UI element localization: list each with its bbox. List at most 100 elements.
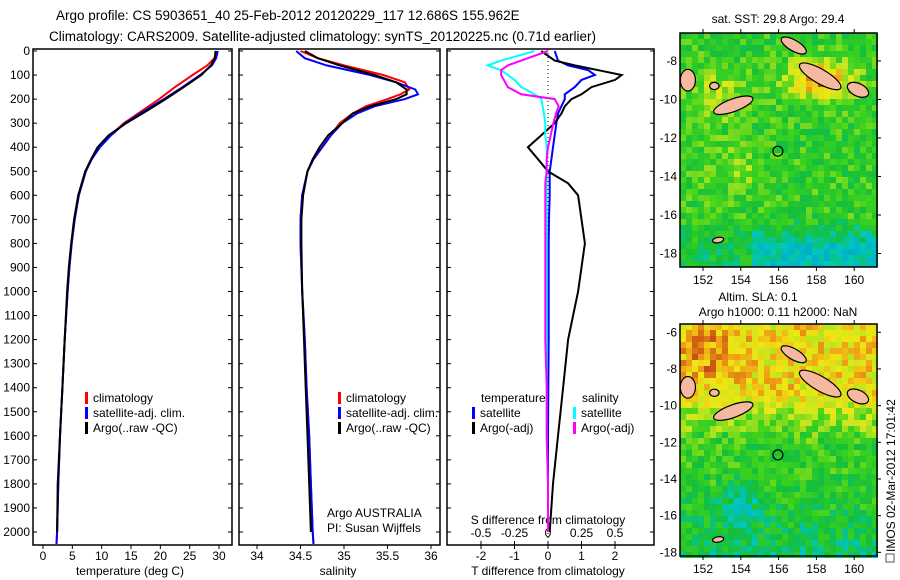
map-cell xyxy=(686,63,692,69)
map-cell xyxy=(722,213,728,219)
map-cell xyxy=(860,69,866,75)
map-cell xyxy=(848,552,854,558)
map-cell xyxy=(686,183,692,189)
map-cell xyxy=(686,444,692,450)
map-cell xyxy=(698,87,704,93)
map-cell xyxy=(698,426,704,432)
map-cell xyxy=(686,474,692,480)
map-cell xyxy=(686,129,692,135)
map-cell xyxy=(830,474,836,480)
map-cell xyxy=(722,378,728,384)
map-cell xyxy=(806,45,812,51)
map-cell xyxy=(710,378,716,384)
map-cell xyxy=(842,225,848,231)
map-cell xyxy=(812,177,818,183)
map-cell xyxy=(842,372,848,378)
map-cell xyxy=(728,456,734,462)
map-cell xyxy=(854,99,860,105)
map-cell xyxy=(722,510,728,516)
map-cell xyxy=(680,39,686,45)
map-cell xyxy=(710,432,716,438)
map-cell xyxy=(812,51,818,57)
map-cell xyxy=(770,201,776,207)
map-cell xyxy=(782,444,788,450)
map-cell xyxy=(776,159,782,165)
map-cell xyxy=(794,432,800,438)
map-cell xyxy=(764,105,770,111)
map-cell xyxy=(866,546,872,552)
map-cell xyxy=(704,189,710,195)
map-cell xyxy=(860,534,866,540)
map-cell xyxy=(686,396,692,402)
map-cell xyxy=(860,183,866,189)
map-cell xyxy=(746,516,752,522)
land-island xyxy=(712,401,754,421)
map-cell xyxy=(836,195,842,201)
map-cell xyxy=(686,57,692,63)
map-cell xyxy=(680,165,686,171)
map-cell xyxy=(818,63,824,69)
map-cell xyxy=(872,480,878,486)
map-cell xyxy=(842,69,848,75)
map-cell xyxy=(812,342,818,348)
map-cell xyxy=(812,87,818,93)
map-cell xyxy=(866,402,872,408)
map-cell xyxy=(872,159,878,165)
map-cell xyxy=(716,147,722,153)
map-cell xyxy=(812,396,818,402)
map-cell xyxy=(710,480,716,486)
map-cell xyxy=(824,492,830,498)
map-cell xyxy=(740,261,746,267)
map-cell xyxy=(866,408,872,414)
map-cell xyxy=(704,213,710,219)
map-cell xyxy=(746,396,752,402)
map-cell xyxy=(710,147,716,153)
map-cell xyxy=(782,165,788,171)
map-cell xyxy=(704,33,710,39)
map-cell xyxy=(680,201,686,207)
map-cell xyxy=(680,408,686,414)
map-cell xyxy=(770,462,776,468)
map-cell xyxy=(728,540,734,546)
map-cell xyxy=(704,153,710,159)
map-cell xyxy=(710,450,716,456)
map-cell xyxy=(812,171,818,177)
map-cell xyxy=(758,111,764,117)
map-cell xyxy=(764,69,770,75)
depth-tick-label: 1700 xyxy=(3,453,30,467)
map-cell xyxy=(692,219,698,225)
map-cell xyxy=(746,348,752,354)
map-cell xyxy=(818,432,824,438)
map-cell xyxy=(848,75,854,81)
map-cell xyxy=(794,201,800,207)
map-cell xyxy=(704,51,710,57)
map-cell xyxy=(806,219,812,225)
map-cell xyxy=(716,177,722,183)
map-cell xyxy=(704,39,710,45)
map-cell xyxy=(806,342,812,348)
map-cell xyxy=(830,402,836,408)
map-cell xyxy=(692,141,698,147)
map-cell xyxy=(818,225,824,231)
map-cell xyxy=(722,330,728,336)
map-cell xyxy=(704,534,710,540)
map-cell xyxy=(728,342,734,348)
map-cell xyxy=(842,99,848,105)
map-cell xyxy=(680,354,686,360)
map-cell xyxy=(770,498,776,504)
map-cell xyxy=(722,261,728,267)
map-cell xyxy=(692,492,698,498)
map-cell xyxy=(848,51,854,57)
depth-tick-label: 300 xyxy=(10,116,30,130)
map-cell xyxy=(848,165,854,171)
map-cell xyxy=(788,546,794,552)
map-cell xyxy=(746,63,752,69)
map-cell xyxy=(782,432,788,438)
map-cell xyxy=(692,147,698,153)
map-cell xyxy=(794,51,800,57)
map-cell xyxy=(794,390,800,396)
map-cell xyxy=(734,444,740,450)
map-cell xyxy=(848,171,854,177)
map-cell xyxy=(770,480,776,486)
map-cell xyxy=(866,213,872,219)
